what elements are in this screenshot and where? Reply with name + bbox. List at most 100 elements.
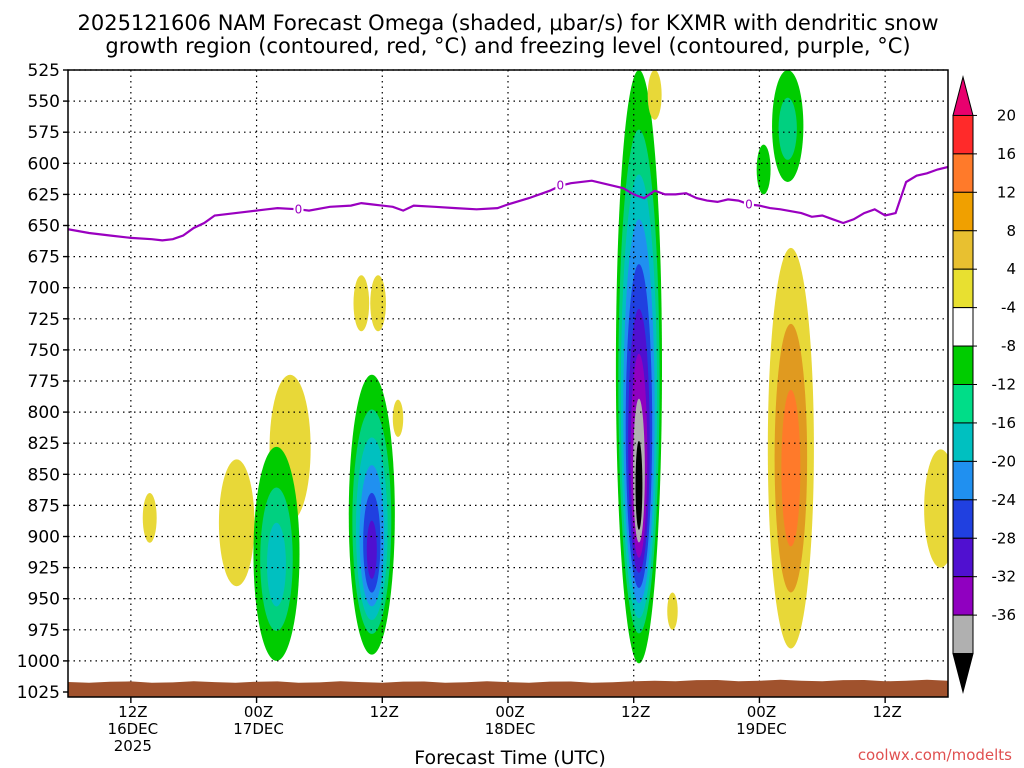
colorbar-segment [952, 422, 974, 462]
colorbar-segment [952, 307, 974, 347]
x-tick-label: 12Z [621, 703, 650, 721]
credit-text: coolwx.com/modelts [858, 746, 1012, 764]
y-tick-label: 700 [28, 279, 60, 299]
omega-band [781, 389, 801, 547]
omega-feature [253, 446, 300, 661]
omega-band [218, 459, 255, 587]
colorbar-segment [952, 230, 974, 270]
freezing-level-line [68, 165, 948, 242]
freezing-level-label: 0 [745, 197, 753, 211]
y-tick-label: 750 [28, 341, 60, 361]
x-tick-label: 00Z [495, 703, 524, 721]
y-tick-label: 975 [28, 621, 60, 641]
x-axis-title: Forecast Time (UTC) [414, 747, 605, 768]
omega-shading-layer [142, 70, 948, 664]
freezing-level-label-bg [555, 177, 566, 192]
omega-band [778, 97, 797, 160]
x-tick-label: 00Z [747, 703, 776, 721]
omega-band [353, 275, 370, 332]
chart-title-line-2: growth region (contoured, red, °C) and f… [105, 34, 910, 58]
x-tick-label: 2025 [114, 737, 152, 755]
x-tick-label: 12Z [118, 703, 147, 721]
x-tick-label: 17DEC [233, 720, 284, 738]
y-tick-label: 725 [28, 310, 60, 330]
y-tick-label: 575 [28, 123, 60, 143]
colorbar-segment [952, 576, 974, 616]
y-tick-label: 775 [28, 372, 60, 392]
omega-band [667, 592, 678, 630]
y-tick-label: 675 [28, 248, 60, 268]
omega-feature [218, 459, 255, 587]
colorbar-segment [952, 345, 974, 385]
colorbar-label: -36 [992, 606, 1017, 624]
y-tick-label: 1000 [17, 652, 60, 672]
freezing-level-labels: 0 0 0 [293, 177, 754, 216]
y-tick-label: 925 [28, 559, 60, 579]
freezing-level-label: 0 [295, 202, 303, 216]
x-tick-label: 12Z [872, 703, 901, 721]
x-tick-label: 16DEC [108, 720, 159, 738]
colorbar-label: 16 [997, 145, 1016, 163]
colorbar-label: 4 [1006, 260, 1016, 278]
colorbar-segment [952, 460, 974, 501]
colorbar-segment [952, 153, 974, 193]
omega-feature [142, 492, 157, 543]
omega-feature [353, 275, 370, 332]
omega-feature [647, 70, 662, 120]
colorbar-segment [952, 384, 974, 424]
omega-band [370, 275, 386, 332]
omega-feature [667, 592, 678, 630]
colorbar-segment [952, 268, 974, 309]
colorbar-label: -16 [992, 414, 1017, 432]
y-tick-label: 825 [28, 434, 60, 454]
omega-band [756, 144, 771, 195]
omega-feature [924, 449, 948, 568]
omega-feature [767, 247, 814, 649]
omega-band [924, 449, 948, 568]
omega-feature [756, 144, 771, 195]
freezing-level-label: 0 [557, 179, 565, 193]
colorbar-label: -24 [992, 491, 1017, 509]
colorbar-segment [952, 653, 974, 694]
colorbar-label: -12 [992, 376, 1017, 394]
y-tick-label: 650 [28, 217, 60, 237]
omega-band [142, 492, 157, 543]
y-tick-label: 850 [28, 465, 60, 485]
omega-feature [772, 70, 804, 182]
colorbar-segment [952, 499, 974, 539]
omega-feature [370, 275, 386, 332]
omega-band [266, 522, 286, 607]
omega-band [366, 520, 377, 579]
y-tick-label: 550 [28, 92, 60, 112]
omega-feature [392, 399, 404, 437]
y-tick-label: 1025 [17, 683, 60, 703]
colorbar-segment [952, 614, 974, 655]
colorbar-segment [952, 75, 974, 116]
colorbar-label: -4 [1001, 299, 1016, 317]
colorbar-label: 20 [997, 106, 1016, 124]
colorbar-label: -32 [992, 568, 1017, 586]
colorbar-label: 8 [1006, 222, 1016, 240]
omega-band [392, 399, 404, 437]
x-tick-label: 18DEC [485, 720, 536, 738]
omega-feature [615, 70, 662, 664]
colorbar-label: -8 [1001, 337, 1016, 355]
y-tick-label: 800 [28, 403, 60, 423]
ground-surface [68, 679, 948, 697]
colorbar: 20 16 12 8 4 -4 -8 -12 -16 -20 -24 -28 -32 -36 [952, 75, 1017, 694]
colorbar-label: 12 [997, 183, 1016, 201]
omega-band [647, 70, 662, 120]
freezing-level-label-bg [293, 201, 304, 216]
omega-feature [348, 374, 395, 655]
colorbar-segment [952, 537, 974, 578]
chart-title-line-1: 2025121606 NAM Forecast Omega (shaded, μ… [77, 11, 938, 35]
x-tick-label: 00Z [244, 703, 273, 721]
colorbar-label: -20 [992, 452, 1017, 470]
colorbar-segment [952, 191, 974, 232]
x-tick-label: 12Z [370, 703, 399, 721]
y-tick-label: 900 [28, 528, 60, 548]
x-tick-label: 19DEC [736, 720, 787, 738]
y-tick-label: 625 [28, 185, 60, 205]
